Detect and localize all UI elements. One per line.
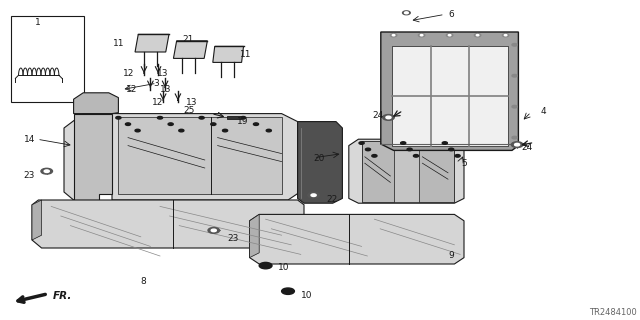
Polygon shape [419,141,454,202]
Circle shape [404,12,408,14]
Text: 12: 12 [126,85,138,94]
Polygon shape [298,122,342,203]
Circle shape [44,170,49,172]
Circle shape [407,148,412,151]
Polygon shape [381,32,518,150]
Circle shape [179,129,184,132]
Polygon shape [349,139,464,203]
Text: 6: 6 [448,10,454,19]
Circle shape [211,229,216,232]
Circle shape [512,136,517,139]
Text: 13: 13 [160,85,172,94]
Text: FR.: FR. [52,291,72,301]
Circle shape [448,35,451,36]
Circle shape [359,142,364,144]
Polygon shape [64,114,298,200]
Text: 11: 11 [113,39,125,48]
Circle shape [282,288,294,294]
Circle shape [199,116,204,119]
Polygon shape [250,214,259,258]
Text: 3: 3 [154,79,159,88]
Circle shape [168,123,173,125]
Polygon shape [74,93,118,114]
Text: 21: 21 [182,36,194,44]
Circle shape [135,129,140,132]
Polygon shape [32,200,42,240]
Circle shape [442,142,447,144]
Circle shape [449,148,454,151]
Polygon shape [135,35,169,52]
Circle shape [383,115,394,120]
Circle shape [512,105,517,108]
Text: 4: 4 [541,108,547,116]
Text: 9: 9 [448,252,454,260]
Text: 24: 24 [372,111,384,120]
Circle shape [511,142,523,148]
Circle shape [266,129,271,132]
Circle shape [455,155,460,157]
Text: 13: 13 [157,69,168,78]
Text: 11: 11 [240,50,252,59]
Text: TR2484100: TR2484100 [589,308,637,317]
Text: 12: 12 [123,69,134,78]
Text: 10: 10 [301,292,312,300]
Circle shape [413,155,419,157]
Circle shape [446,34,452,37]
Circle shape [476,35,479,36]
Text: 13: 13 [186,98,197,107]
Circle shape [308,192,319,198]
Text: 23: 23 [24,172,35,180]
Polygon shape [362,141,394,202]
Circle shape [419,34,425,37]
FancyBboxPatch shape [11,16,84,102]
Circle shape [157,116,163,119]
Circle shape [512,44,517,46]
Circle shape [515,143,520,146]
Text: 12: 12 [152,98,163,107]
Circle shape [241,116,246,119]
Circle shape [420,35,423,36]
Circle shape [365,148,371,151]
Polygon shape [32,200,304,248]
Circle shape [223,129,228,132]
Text: 25: 25 [184,106,195,115]
Circle shape [403,11,410,15]
FancyBboxPatch shape [227,116,241,119]
Circle shape [311,194,316,196]
Circle shape [502,34,509,37]
Polygon shape [250,214,464,264]
Polygon shape [212,46,244,62]
Polygon shape [392,46,508,146]
Circle shape [116,116,121,119]
Circle shape [392,35,395,36]
Circle shape [253,123,259,125]
Polygon shape [74,114,112,200]
Text: 22: 22 [326,196,338,204]
Text: 20: 20 [314,154,325,163]
Circle shape [259,262,272,269]
Circle shape [512,75,517,77]
Circle shape [386,116,391,119]
Text: 1: 1 [35,18,41,27]
Text: 19: 19 [237,117,248,126]
Circle shape [504,35,507,36]
Circle shape [211,123,216,125]
Text: 24: 24 [522,143,533,152]
Text: 10: 10 [278,263,290,272]
Polygon shape [362,141,454,202]
Polygon shape [173,41,207,58]
Circle shape [474,34,481,37]
Circle shape [390,34,397,37]
Circle shape [208,228,220,233]
Text: 8: 8 [141,277,147,286]
Circle shape [401,142,406,144]
Text: 23: 23 [227,234,239,243]
Text: 5: 5 [461,159,467,168]
Text: 14: 14 [24,135,35,144]
Circle shape [372,155,377,157]
Circle shape [41,168,52,174]
Polygon shape [118,117,282,194]
Circle shape [125,123,131,125]
